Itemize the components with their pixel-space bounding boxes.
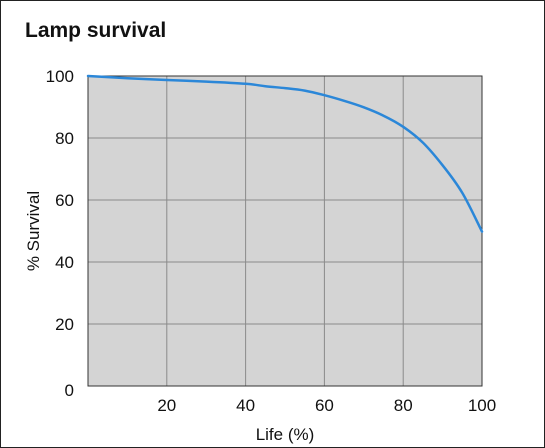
x-tick-label: 80 bbox=[394, 396, 413, 415]
y-axis-label: % Survival bbox=[24, 191, 43, 271]
y-tick-label: 80 bbox=[55, 129, 74, 148]
chart-title: Lamp survival bbox=[25, 19, 167, 42]
x-tick-label: 20 bbox=[157, 396, 176, 415]
plot-area bbox=[88, 76, 482, 386]
x-tick-label: 100 bbox=[468, 396, 496, 415]
y-tick-label: 100 bbox=[46, 67, 74, 86]
x-tick-label: 60 bbox=[315, 396, 334, 415]
survival-line bbox=[86, 74, 484, 233]
x-axis-label: Life (%) bbox=[256, 425, 315, 444]
tick-labels: 20 40 60 80 100 0 20 40 60 80 100 bbox=[46, 67, 497, 415]
y-tick-label: 60 bbox=[55, 191, 74, 210]
x-tick-label: 40 bbox=[236, 396, 255, 415]
y-tick-label: 0 bbox=[65, 381, 74, 400]
y-tick-label: 20 bbox=[55, 315, 74, 334]
y-tick-label: 40 bbox=[55, 253, 74, 272]
